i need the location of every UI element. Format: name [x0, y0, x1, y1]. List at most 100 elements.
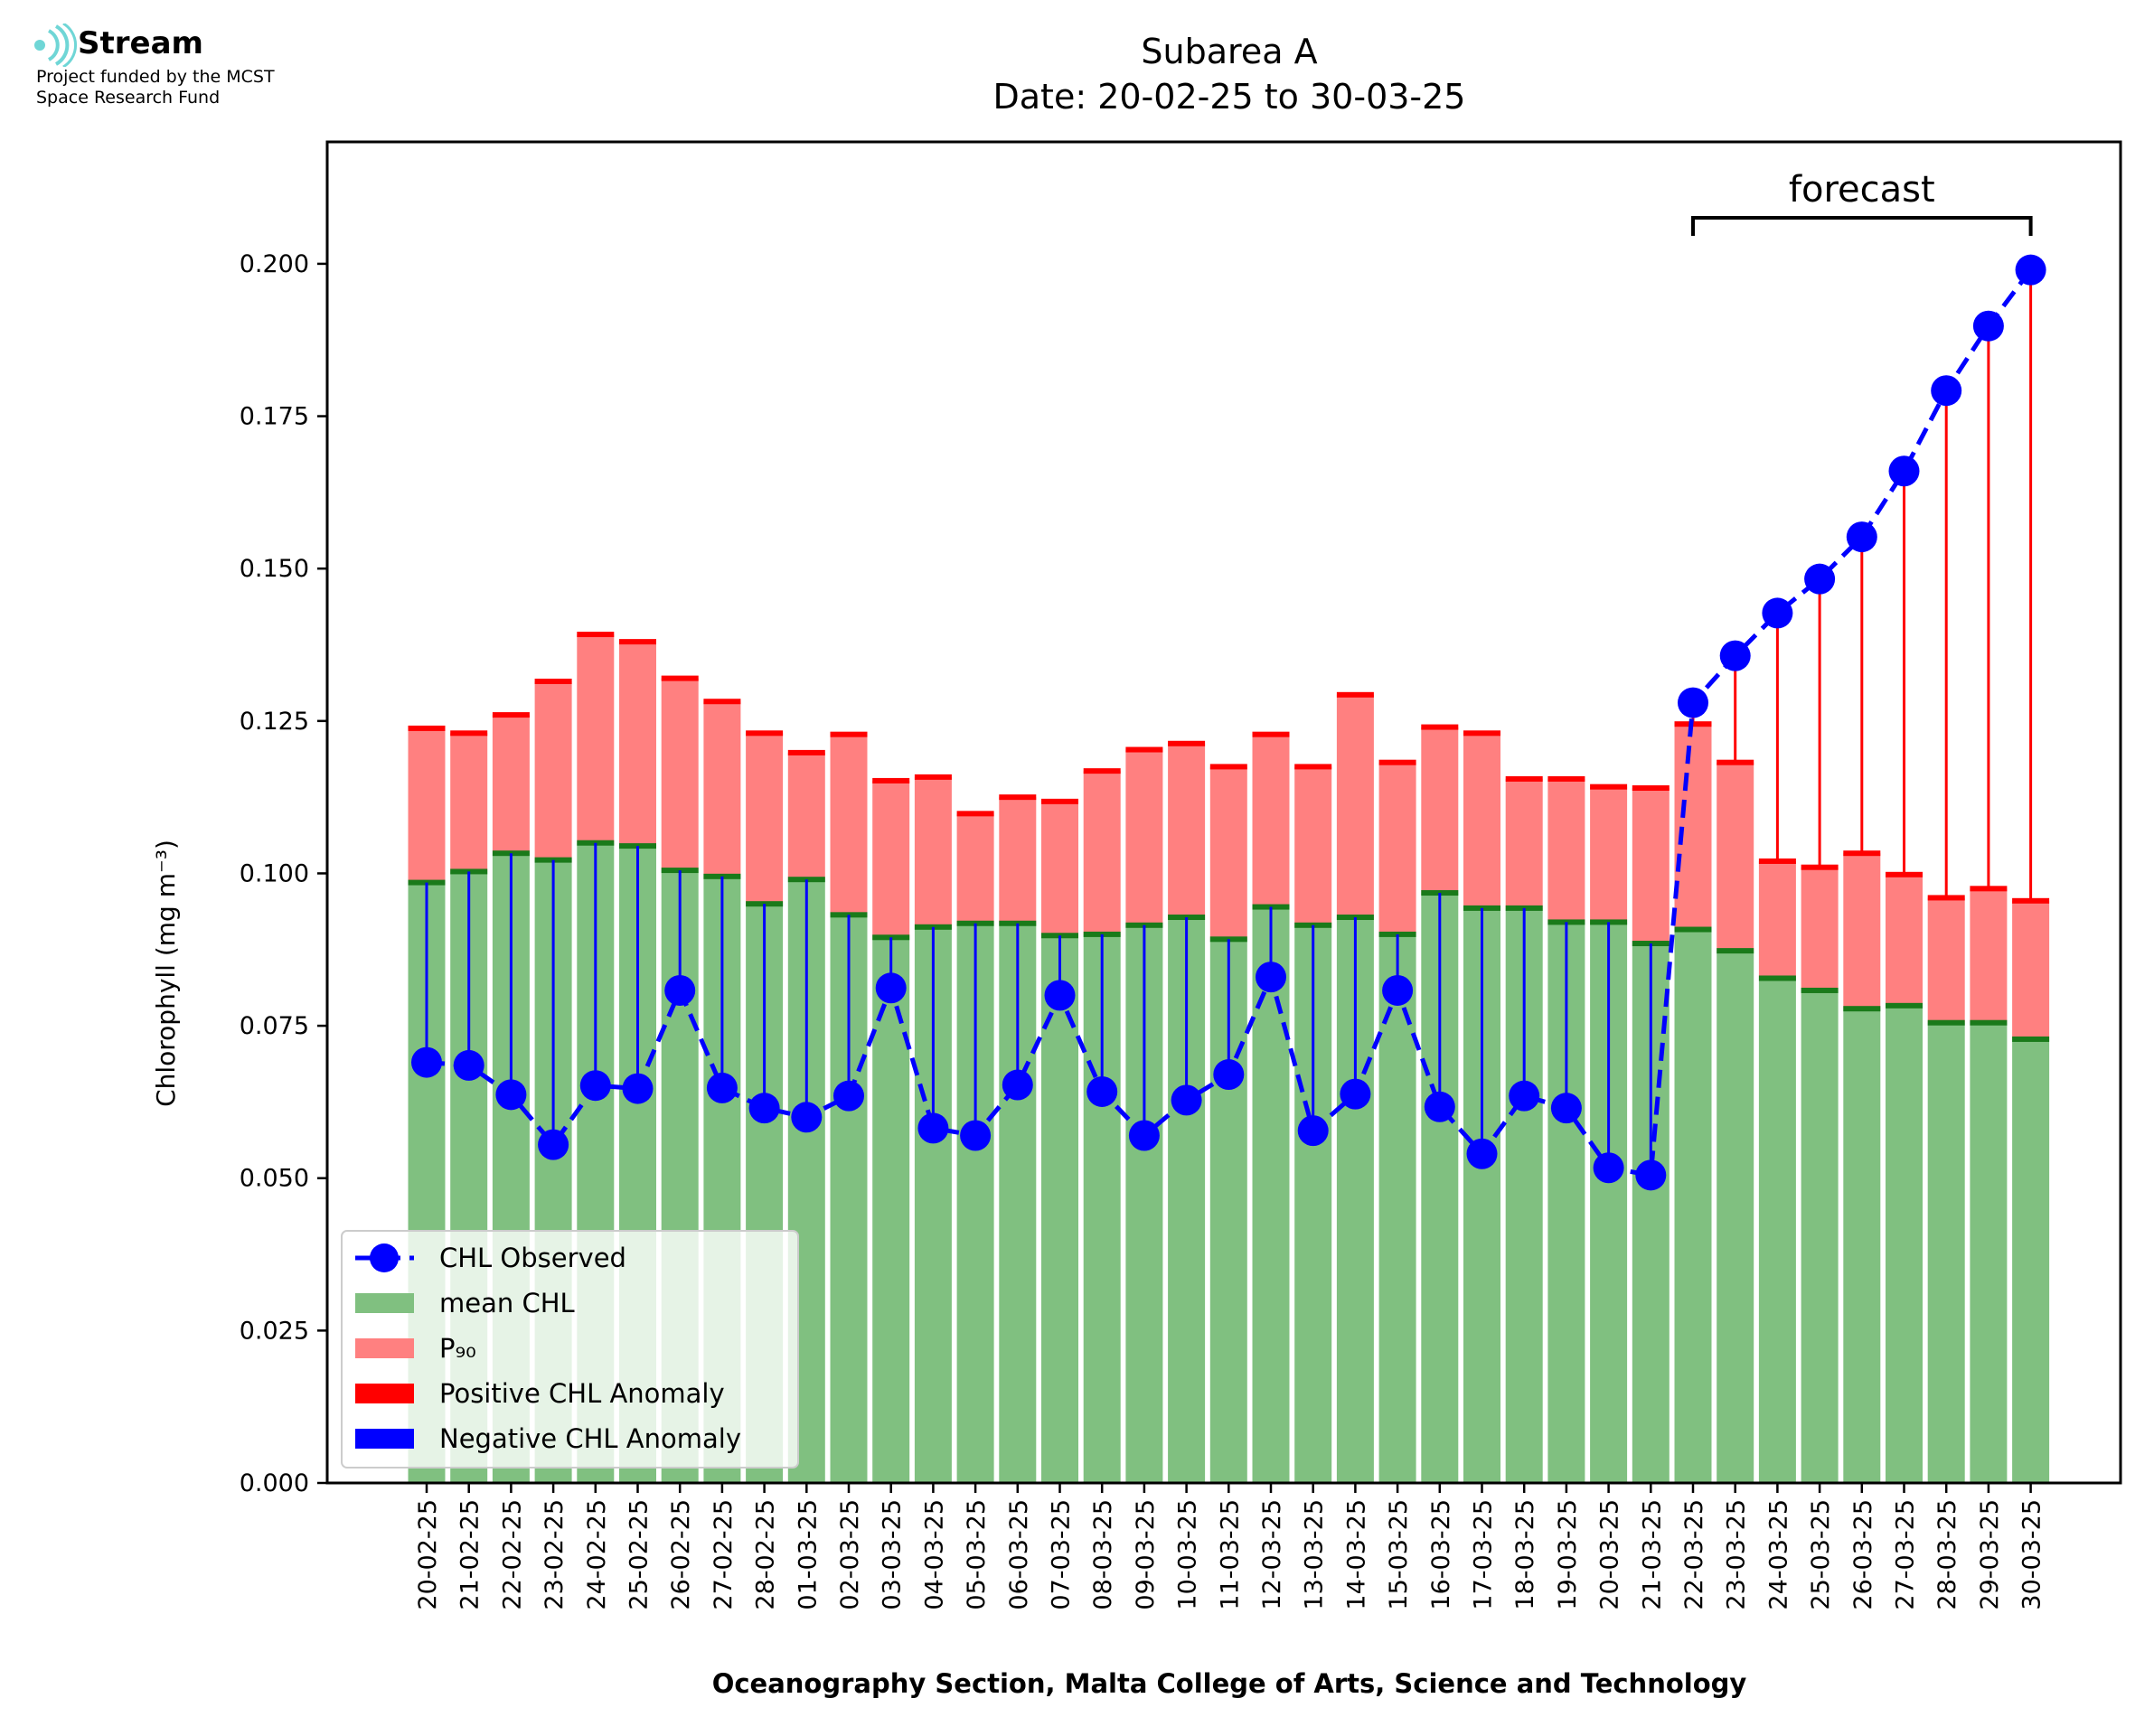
x-tick-label: 20-03-25 — [1596, 1499, 1624, 1610]
p90-cap — [534, 678, 572, 684]
y-tick-label: 0.050 — [240, 1165, 309, 1193]
plot-frame — [325, 140, 2122, 1485]
p90-cap — [1505, 775, 1543, 782]
x-tick-label: 06-03-25 — [1005, 1499, 1033, 1610]
p90-cap — [746, 730, 784, 737]
chl-observed-point — [1297, 1115, 1329, 1147]
p90-bar — [1083, 771, 1121, 934]
chl-observed-point — [1171, 1084, 1202, 1116]
forecast-bracket — [1691, 216, 2033, 236]
p90-cap — [1294, 764, 1332, 770]
chl-observed-point — [1128, 1120, 1160, 1151]
x-tick-label: 11-03-25 — [1216, 1499, 1244, 1610]
x-tick-label: 21-03-25 — [1638, 1499, 1666, 1610]
p90-bar — [1168, 743, 1206, 918]
chl-observed-point — [1509, 1080, 1540, 1112]
chl-observed-point — [1466, 1138, 1498, 1169]
x-tick-label: 26-02-25 — [667, 1499, 695, 1610]
mean-cap — [1717, 948, 1754, 954]
p90-cap — [1547, 775, 1585, 782]
x-tick-label: 07-03-25 — [1048, 1499, 1076, 1610]
mean-cap — [1801, 987, 1839, 993]
mean-chl-bar — [872, 937, 910, 1483]
x-tick-label: 02-03-25 — [836, 1499, 864, 1610]
chl-observed-point — [664, 974, 696, 1006]
p90-cap — [872, 777, 910, 784]
p90-cap — [1336, 691, 1374, 698]
y-tick-label: 0.000 — [240, 1469, 309, 1497]
chl-observed-point — [1719, 640, 1751, 671]
chl-observed-point — [495, 1079, 527, 1111]
p90-bar — [956, 813, 994, 924]
legend-patch-swatch — [355, 1429, 414, 1449]
x-tick-label: 23-03-25 — [1723, 1499, 1751, 1610]
chl-observed-point — [1846, 521, 1877, 553]
p90-bar — [1547, 778, 1585, 923]
x-tick-label: 08-03-25 — [1089, 1499, 1117, 1610]
mean-chl-bar — [1758, 978, 1796, 1483]
p90-bar — [492, 715, 530, 854]
p90-cap — [830, 731, 868, 737]
chl-observed-point — [1424, 1091, 1455, 1122]
p90-bar — [1590, 786, 1628, 923]
p90-bar — [1252, 734, 1290, 907]
mean-chl-bar — [2012, 1038, 2050, 1483]
p90-cap — [1125, 746, 1163, 753]
y-tick-label: 0.175 — [240, 403, 309, 431]
chl-observed-point — [1635, 1159, 1667, 1191]
chl-observed-point — [791, 1102, 823, 1133]
p90-cap — [956, 811, 994, 817]
p90-bar — [577, 634, 615, 843]
legend-dot-swatch — [370, 1243, 399, 1272]
p90-cap — [1421, 724, 1459, 730]
legend-label: CHL Observed — [439, 1243, 626, 1273]
chl-observed-point — [1550, 1093, 1582, 1124]
chl-observed-point — [1340, 1078, 1371, 1110]
p90-cap — [492, 712, 530, 718]
x-tick-label: 27-02-25 — [710, 1499, 738, 1610]
logo-name: Stream — [78, 25, 203, 61]
x-tick-label: 24-02-25 — [583, 1499, 611, 1610]
p90-cap — [1252, 731, 1290, 737]
legend-label: Positive CHL Anomaly — [439, 1378, 725, 1409]
p90-cap — [450, 730, 488, 737]
x-tick-label: 05-03-25 — [963, 1499, 991, 1610]
chl-observed-point — [1256, 962, 1286, 993]
p90-bar — [1717, 762, 1754, 952]
mean-cap — [1927, 1019, 1965, 1026]
y-axis-label: Chlorophyll (mg m⁻³) — [151, 840, 181, 1107]
chl-observed-point — [748, 1093, 780, 1124]
chl-observed-point — [1086, 1075, 1118, 1107]
p90-bar — [830, 734, 868, 915]
p90-bar — [534, 680, 572, 860]
chl-observed-point — [1044, 980, 1076, 1011]
chl-observed-point — [538, 1129, 569, 1160]
y-tick-label: 0.200 — [240, 250, 309, 278]
legend-patch-swatch — [355, 1338, 414, 1358]
chl-observed-point — [622, 1073, 654, 1104]
x-tick-label: 22-03-25 — [1680, 1499, 1708, 1610]
mean-chl-bar — [1674, 929, 1712, 1483]
x-tick-label: 01-03-25 — [794, 1499, 822, 1610]
p90-cap — [661, 675, 699, 681]
p90-cap — [1378, 759, 1416, 765]
y-tick-label: 0.125 — [240, 708, 309, 736]
y-tick-label: 0.150 — [240, 555, 309, 583]
p90-bar — [1041, 801, 1078, 936]
x-tick-label: 19-03-25 — [1554, 1499, 1582, 1610]
p90-bar — [1378, 762, 1416, 934]
chart-subtitle: Date: 20-02-25 to 30-03-25 — [993, 77, 1466, 117]
mean-chl-bar — [1927, 1022, 1965, 1483]
x-tick-label: 22-02-25 — [498, 1499, 526, 1610]
p90-bar — [1505, 778, 1543, 908]
chart-legend: CHL Observed mean CHL P₉₀ Positive CHL Anom… — [341, 1230, 799, 1469]
p90-bar — [703, 701, 741, 877]
p90-bar — [1886, 874, 1923, 1006]
legend-patch-swatch — [355, 1293, 414, 1313]
chl-observed-point — [1888, 455, 1920, 487]
chl-observed-point — [1002, 1069, 1033, 1101]
x-tick-label: 27-03-25 — [1892, 1499, 1920, 1610]
x-tick-label: 18-03-25 — [1511, 1499, 1539, 1610]
p90-cap — [703, 699, 741, 705]
p90-bar — [1421, 727, 1459, 894]
